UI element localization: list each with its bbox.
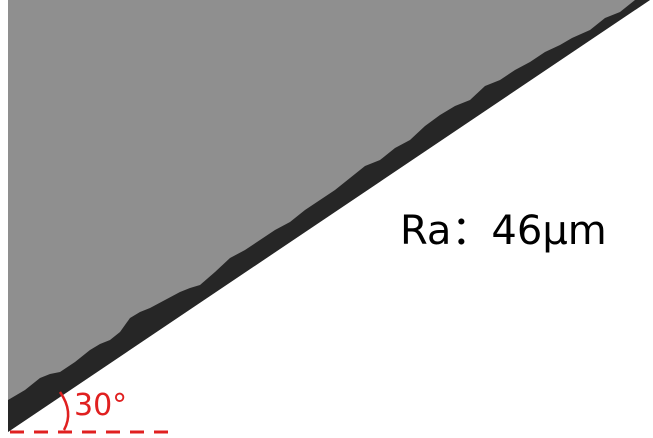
- page: 30° Ra：46μm (() => { const data = JSON.p…: [0, 0, 653, 438]
- roughness-label: Ra：46μm: [400, 208, 607, 254]
- micrograph: 30° Ra：46μm: [0, 0, 653, 438]
- angle-arc: [60, 392, 68, 430]
- angle-label: 30°: [74, 388, 127, 423]
